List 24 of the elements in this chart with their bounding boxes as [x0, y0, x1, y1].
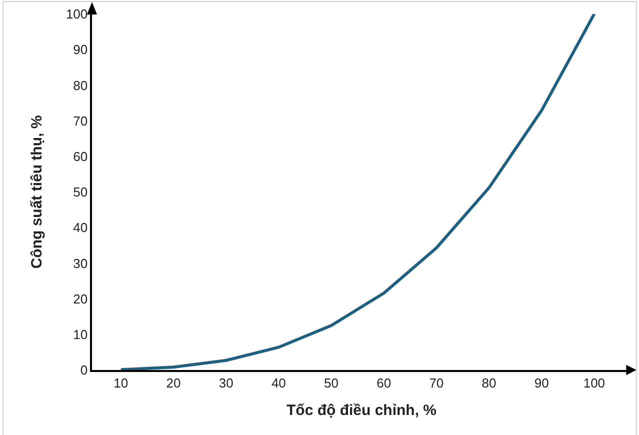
y-tick-label: 10: [73, 326, 88, 342]
x-tick-label: 100: [583, 375, 606, 390]
y-tick-label: 80: [73, 78, 88, 93]
x-tick-label: 70: [429, 375, 444, 390]
x-tick-label: 90: [534, 375, 549, 390]
x-tick-label: 10: [114, 375, 128, 390]
y-tick-label: 90: [73, 42, 88, 58]
y-tick-label: 40: [73, 220, 88, 236]
x-tick-label: 30: [218, 375, 234, 390]
y-tick-label: 0: [80, 362, 88, 378]
y-tick-label: 30: [73, 256, 88, 271]
x-tick-label: 80: [482, 375, 496, 390]
y-tick-label: 60: [73, 148, 88, 164]
line-series: [119, 14, 596, 370]
y-tick-label: 100: [66, 6, 88, 22]
x-axis-title: Tốc độ điều chỉnh, %: [286, 402, 436, 419]
y-tick-label: 70: [73, 113, 88, 128]
x-tick-label: 50: [324, 375, 338, 390]
x-tick-label: 60: [376, 375, 392, 390]
y-axis-title: Công suất tiêu thụ, %: [28, 115, 46, 269]
y-tick-label: 50: [73, 184, 88, 200]
y-tick-label: 20: [73, 291, 88, 306]
x-tick-label: 20: [166, 375, 181, 390]
x-tick-label: 40: [271, 375, 286, 390]
